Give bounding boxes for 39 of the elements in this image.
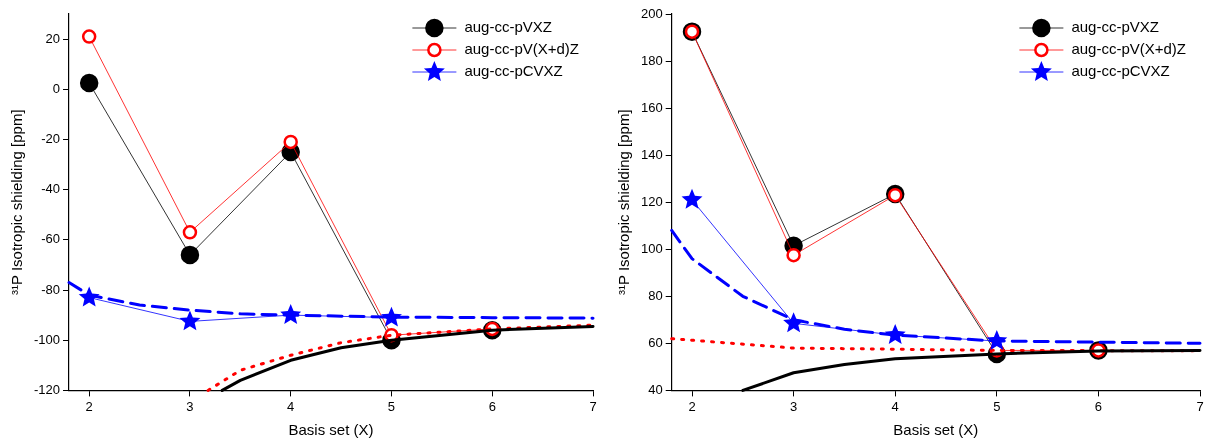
legend-label: aug-cc-pV(X+d)Z <box>464 40 579 58</box>
x-tick-label: 5 <box>387 398 396 414</box>
y-tick-label: -20 <box>41 131 61 147</box>
legend-label: aug-cc-pVXZ <box>464 18 552 36</box>
y-tick-label: 40 <box>648 381 663 397</box>
x-tick-label: 4 <box>891 398 899 414</box>
legend-label: aug-cc-pCVXZ <box>1071 62 1170 80</box>
y-tick-label: 20 <box>45 30 61 46</box>
y-tick-label: 180 <box>640 52 663 68</box>
y-tick-label: 160 <box>640 99 663 115</box>
x-tick-label: 5 <box>993 398 1001 414</box>
y-tick-label: -80 <box>41 281 61 297</box>
x-tick-label: 7 <box>1196 398 1204 414</box>
y-tick-label: 140 <box>640 146 663 162</box>
y-tick-label: -40 <box>41 181 61 197</box>
y-axis-title: ³¹P Isotropic shielding [ppm] <box>8 109 26 296</box>
x-axis-title: Basis set (X) <box>893 421 979 439</box>
y-tick-label: 200 <box>640 5 663 21</box>
legend-label: aug-cc-pV(X+d)Z <box>1071 40 1186 58</box>
legend-label: aug-cc-pCVXZ <box>464 62 563 80</box>
x-axis-title: Basis set (X) <box>288 421 374 439</box>
x-tick-label: 7 <box>589 398 597 414</box>
y-tick-label: 80 <box>648 287 663 303</box>
x-tick-label: 6 <box>488 398 496 414</box>
x-tick-label: 4 <box>287 398 295 414</box>
y-tick-label: 100 <box>640 240 663 256</box>
x-tick-label: 3 <box>789 398 798 414</box>
y-axis-title: ³¹P Isotropic shielding [ppm] <box>615 109 633 296</box>
y-tick-label: -120 <box>33 381 61 397</box>
x-tick-label: 6 <box>1094 398 1103 414</box>
y-tick-label: 120 <box>640 193 663 209</box>
x-tick-label: 3 <box>186 398 194 414</box>
y-tick-label: -100 <box>33 331 61 347</box>
y-tick-label: 0 <box>52 80 61 96</box>
x-tick-label: 2 <box>85 398 93 414</box>
y-tick-label: 60 <box>648 334 663 350</box>
y-tick-label: -60 <box>41 231 61 247</box>
x-tick-label: 2 <box>688 398 696 414</box>
legend-label: aug-cc-pVXZ <box>1071 18 1159 36</box>
